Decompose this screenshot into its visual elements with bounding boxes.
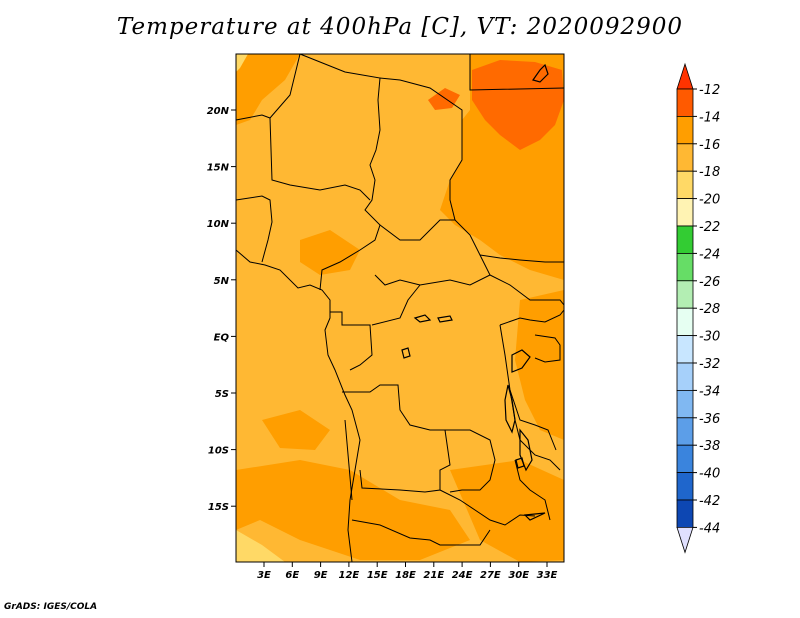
colorbar-label: -32	[699, 357, 720, 372]
colorbar-label: -40	[699, 467, 720, 482]
lat-tick-label: EQ	[214, 332, 230, 343]
colorbar-swatch	[676, 198, 694, 227]
colorbar-swatch	[676, 499, 694, 528]
colorbar-label: -24	[699, 247, 720, 262]
longitude-axis: 3E 6E 9E 12E 15E 18E 21E 24E 27E 30E 33E	[257, 562, 558, 581]
colorbar-label: -26	[699, 275, 720, 290]
colorbar-label: -16	[699, 138, 720, 153]
colorbar-label: -34	[699, 384, 720, 399]
lon-tick-label: 15E	[367, 570, 388, 581]
colorbar-label: -44	[699, 521, 720, 536]
lat-tick-label: 10N	[207, 219, 230, 230]
colorbar-swatch	[676, 417, 694, 446]
lon-tick-label: 18E	[395, 570, 416, 581]
lat-tick-label: 15S	[208, 502, 229, 513]
map-frame	[235, 53, 565, 563]
colorbar-swatch	[676, 116, 694, 145]
lat-tick-label: 5N	[214, 276, 230, 287]
colorbar-swatch	[676, 170, 694, 199]
lon-tick-label: 12E	[339, 570, 360, 581]
colorbar-swatch	[676, 88, 694, 117]
colorbar-swatch	[676, 444, 694, 474]
cool-edge-sw	[236, 530, 285, 562]
colorbar-bottom-arrow	[676, 527, 694, 554]
latitude-axis: 20N 15N 10N 5N EQ 5S 10S 15S	[207, 106, 236, 513]
colorbar-label: -18	[699, 165, 720, 180]
lat-tick-label: 10S	[208, 446, 229, 457]
colorbar-label: -20	[699, 193, 720, 208]
lat-tick-label: 15N	[207, 163, 230, 174]
warm-region-east	[515, 290, 564, 440]
lat-tick-label: 20N	[207, 106, 230, 117]
warm-patch-sw	[262, 410, 330, 450]
colorbar-label: -22	[699, 220, 720, 235]
lon-tick-label: 6E	[285, 570, 299, 581]
lon-tick-label: 27E	[480, 570, 501, 581]
colorbar-label: -12	[699, 83, 720, 98]
lon-tick-label: 9E	[314, 570, 328, 581]
warm-region-south	[236, 460, 470, 560]
lat-tick-label: 5S	[215, 389, 229, 400]
colorbar-swatch	[676, 335, 694, 364]
colorbar-label: -28	[699, 302, 720, 317]
colorbar-label: -14	[699, 110, 720, 125]
warm-region-nw	[236, 54, 300, 125]
warm-region-se	[450, 460, 564, 562]
colorbar-swatch	[676, 143, 694, 172]
colorbar-label: -42	[699, 494, 720, 509]
colorbar-swatch	[676, 307, 694, 337]
lon-tick-label: 30E	[508, 570, 529, 581]
temperature-field	[236, 54, 564, 562]
colorbar-swatch	[676, 472, 694, 501]
hot-patch-north	[428, 88, 460, 110]
lakes	[401, 63, 549, 521]
lon-tick-label: 24E	[452, 570, 473, 581]
grads-credit: GrADS: IGES/COLA	[4, 602, 98, 612]
country-borders	[235, 53, 565, 563]
chart-title: Temperature at 400hPa [C], VT: 202009290…	[116, 14, 684, 40]
colorbar-top-arrow	[676, 62, 694, 90]
warm-patch-center	[300, 230, 360, 275]
colorbar-swatch	[676, 280, 694, 309]
cool-edge-nw	[236, 54, 248, 72]
colorbar-label: -38	[699, 439, 720, 454]
colorbar: -12 -14 -16 -18 -20 -22 -24 -26 -28 -30 -32 -34 -36 -…	[676, 62, 720, 554]
colorbar-swatch	[676, 389, 694, 419]
colorbar-label: -36	[699, 412, 720, 427]
hot-region-ne	[472, 60, 564, 150]
lon-tick-label: 21E	[423, 570, 444, 581]
colorbar-swatch	[676, 225, 694, 254]
lon-tick-label: 3E	[257, 570, 271, 581]
colorbar-label: -30	[699, 330, 720, 345]
lon-tick-label: 33E	[537, 570, 558, 581]
colorbar-swatch	[676, 252, 694, 282]
colorbar-swatch	[676, 362, 694, 391]
